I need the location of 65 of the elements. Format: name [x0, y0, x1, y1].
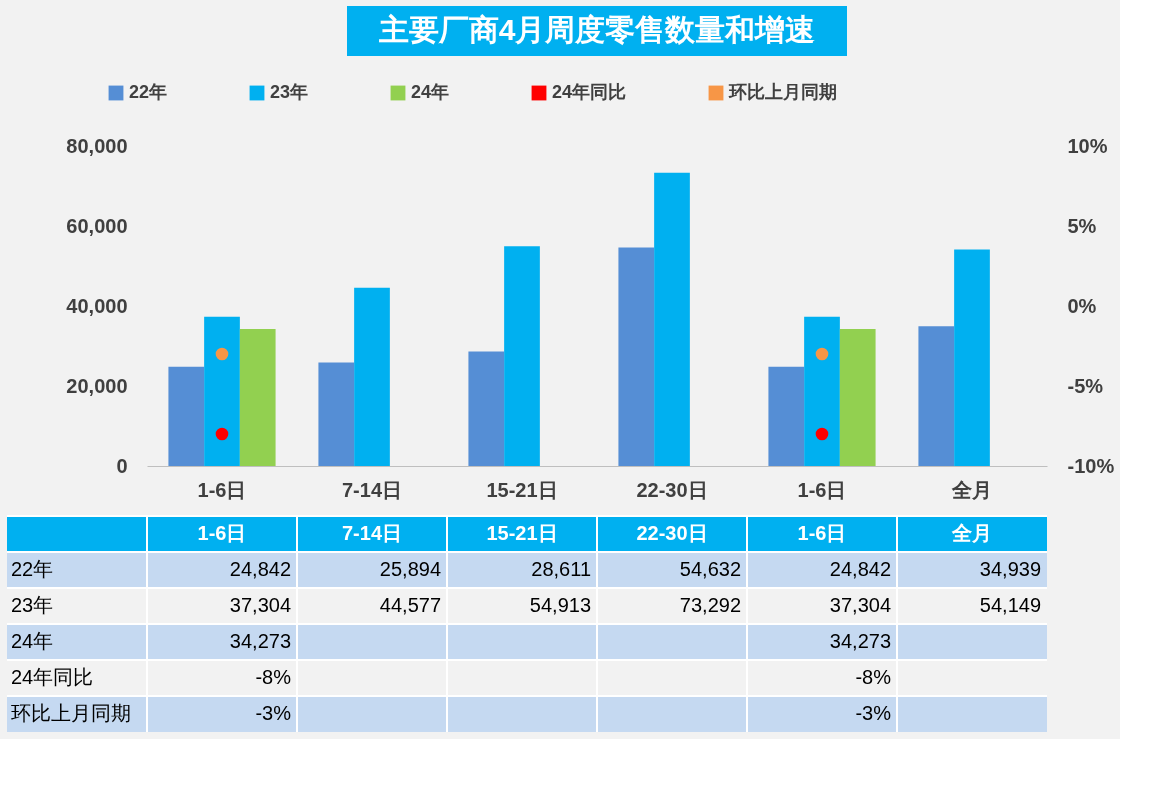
text: 22年 — [11, 558, 54, 580]
data-label: 73,292 — [679, 594, 741, 616]
y2-tick-label: -5% — [1067, 374, 1104, 397]
data-label: 24,842 — [829, 558, 891, 580]
data-label: -8% — [255, 666, 292, 688]
bar — [168, 366, 205, 466]
data-label: -3% — [255, 702, 292, 724]
data-label: 25,894 — [379, 558, 441, 580]
category-label: 1-6日 — [197, 522, 247, 544]
y2-tick-label: 0% — [1067, 294, 1097, 317]
bar — [954, 249, 990, 466]
bar — [618, 247, 655, 466]
data-label: 34,273 — [829, 630, 891, 652]
bar — [204, 316, 240, 466]
x-tick-label: 7-14日 — [341, 478, 403, 501]
x-tick-label: 15-21日 — [486, 478, 558, 501]
data-label: 54,632 — [679, 558, 741, 580]
y2-tick-label: 5% — [1067, 214, 1097, 237]
category-label: 22-30日 — [636, 522, 708, 544]
data-label: 37,304 — [229, 594, 291, 616]
bar — [468, 351, 505, 466]
text: 24年 — [11, 630, 54, 652]
category-label: 1-6日 — [797, 522, 847, 544]
legend-label: 22年 — [129, 82, 168, 102]
y-tick-label: 40,000 — [66, 294, 128, 317]
data-label: -3% — [855, 702, 892, 724]
bar — [239, 328, 276, 466]
y2-tick-label: 10% — [1067, 134, 1108, 157]
data-label: 34,939 — [979, 558, 1041, 580]
data-label: -8% — [855, 666, 892, 688]
data-label: 44,577 — [379, 594, 441, 616]
bar — [839, 328, 876, 466]
y2-tick-label: -10% — [1067, 454, 1115, 477]
bar — [768, 366, 805, 466]
text: 24年同比 — [11, 666, 94, 688]
data-label: 24,842 — [229, 558, 291, 580]
data-label: 54,149 — [979, 594, 1041, 616]
category-label: 全月 — [952, 522, 992, 544]
chart-title: 主要厂商4月周度零售数量和增速 — [377, 13, 816, 46]
y-tick-label: 80,000 — [66, 134, 128, 157]
y-tick-label: 0 — [116, 454, 128, 477]
bar — [354, 287, 390, 466]
bar — [318, 362, 355, 466]
data-label: 28,611 — [531, 558, 591, 580]
bar — [804, 316, 840, 466]
bar — [918, 326, 955, 466]
category-label: 15-21日 — [486, 522, 558, 544]
legend-label: 23年 — [270, 82, 309, 102]
data-label: 54,913 — [529, 594, 591, 616]
y-tick-label: 60,000 — [66, 214, 128, 237]
category-label: 7-14日 — [341, 522, 403, 544]
bar — [654, 172, 690, 466]
data-label: 37,304 — [829, 594, 891, 616]
bar — [504, 246, 540, 466]
data-label: 34,273 — [229, 630, 291, 652]
x-tick-label: 1-6日 — [197, 478, 247, 501]
legend-label: 24年同比 — [552, 82, 627, 102]
x-tick-label: 全月 — [951, 478, 992, 501]
y-tick-label: 20,000 — [66, 374, 128, 397]
x-tick-label: 22-30日 — [636, 478, 708, 501]
legend-label: 24年 — [411, 82, 450, 102]
x-tick-label: 1-6日 — [797, 478, 847, 501]
legend-label: 环比上月同期 — [728, 82, 837, 102]
text: 23年 — [11, 594, 54, 616]
text: 环比上月同期 — [11, 702, 131, 724]
